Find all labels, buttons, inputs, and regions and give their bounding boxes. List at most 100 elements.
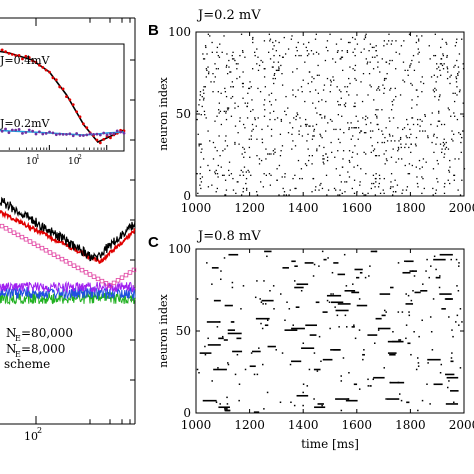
spike-dot <box>242 146 244 149</box>
spike-dot <box>247 92 249 94</box>
spike-dot <box>198 145 200 147</box>
spike-dot <box>294 145 297 147</box>
spike-dot <box>439 143 442 145</box>
spike-dot <box>448 316 450 318</box>
spike-dot <box>308 41 310 44</box>
spike-dot <box>372 150 375 152</box>
spike-dot <box>266 391 269 394</box>
spike-dot <box>307 133 309 135</box>
spike-dot <box>326 194 328 196</box>
spike-dot <box>232 177 234 180</box>
spike-dot <box>448 169 450 172</box>
spike-dot <box>239 120 241 122</box>
spike-dot <box>377 61 379 63</box>
spike-dot <box>405 135 407 137</box>
spike-dot <box>253 373 256 376</box>
inset-series-j04-marker <box>68 98 72 102</box>
spike-dot <box>273 45 275 47</box>
spike-dot <box>351 187 353 190</box>
spike-dot <box>269 58 272 60</box>
spike-train <box>232 350 243 353</box>
spike-dot <box>417 362 420 364</box>
spike-dot <box>224 91 227 93</box>
spike-dot <box>346 51 349 53</box>
spike-dot <box>364 36 367 39</box>
spike-dot <box>354 127 356 129</box>
spike-dot <box>202 89 205 91</box>
spike-dot <box>302 404 304 407</box>
inset-series-j02-marker <box>21 131 24 135</box>
spike-dot <box>422 82 425 85</box>
spike-dot <box>325 174 328 176</box>
spike-dot <box>262 61 264 63</box>
spike-dot <box>206 262 208 264</box>
spike-dot <box>443 63 445 65</box>
spike-dot <box>199 143 201 145</box>
spike-dot <box>202 58 205 60</box>
spike-dot <box>313 130 315 132</box>
inset-series-j02-marker <box>61 133 65 136</box>
spike-dot <box>231 54 233 57</box>
spike-train <box>435 276 441 279</box>
spike-dot <box>290 401 292 404</box>
spike-train <box>450 360 454 363</box>
spike-train <box>351 291 360 294</box>
spike-dot <box>256 48 258 50</box>
spike-dot <box>341 115 343 117</box>
spike-dot <box>216 46 219 49</box>
spike-dot <box>392 186 394 188</box>
inset-series-j02-marker <box>65 132 68 136</box>
spike-dot <box>435 276 438 279</box>
inset-series-j04-marker <box>61 87 65 91</box>
spike-dot <box>441 148 443 150</box>
spike-dot <box>393 99 395 101</box>
spike-dot <box>226 396 228 399</box>
spike-dot <box>461 38 463 40</box>
spike-dot <box>200 151 202 154</box>
spike-dot <box>215 191 217 193</box>
spike-dot <box>233 58 235 60</box>
spike-dot <box>421 399 424 402</box>
spike-train <box>236 337 242 340</box>
spike-dot <box>397 150 399 152</box>
spike-dot <box>263 104 265 106</box>
spike-dot <box>214 173 217 175</box>
spike-dot <box>280 293 282 295</box>
spike-dot <box>439 69 441 72</box>
spike-dot <box>241 153 243 155</box>
spike-dot <box>304 118 307 121</box>
spike-dot <box>414 143 417 145</box>
spike-dot <box>276 168 278 170</box>
spike-dot <box>297 89 299 91</box>
spike-dot <box>450 357 453 359</box>
spike-dot <box>407 294 410 297</box>
spike-dot <box>363 48 365 50</box>
spike-train <box>354 268 363 271</box>
inset-series-j04-marker <box>24 54 28 58</box>
spike-dot <box>355 79 357 81</box>
inset-series-j02-marker <box>109 132 112 136</box>
spike-dot <box>258 64 261 67</box>
spike-dot <box>347 41 350 44</box>
inset-ticks <box>8 145 125 150</box>
spike-dot <box>422 283 424 285</box>
spike-dot <box>405 324 408 326</box>
spike-dot <box>383 141 386 144</box>
spike-dot <box>458 158 460 160</box>
spike-train <box>301 347 315 349</box>
spike-dot <box>357 120 359 122</box>
spike-dot <box>333 79 335 81</box>
spike-dot <box>270 153 272 155</box>
spike-dot <box>379 177 381 180</box>
spike-dot <box>242 123 245 126</box>
spike-dot <box>451 352 453 354</box>
spike-dot <box>321 117 323 119</box>
spike-dot <box>457 74 459 76</box>
left-main-series-pink-marker <box>67 261 73 266</box>
spike-dot <box>298 133 300 135</box>
spike-dot <box>384 163 386 165</box>
spike-dot <box>256 155 258 157</box>
spike-dot <box>258 158 261 160</box>
spike-dot <box>363 132 366 134</box>
left-main-series-pink-marker <box>51 252 57 257</box>
